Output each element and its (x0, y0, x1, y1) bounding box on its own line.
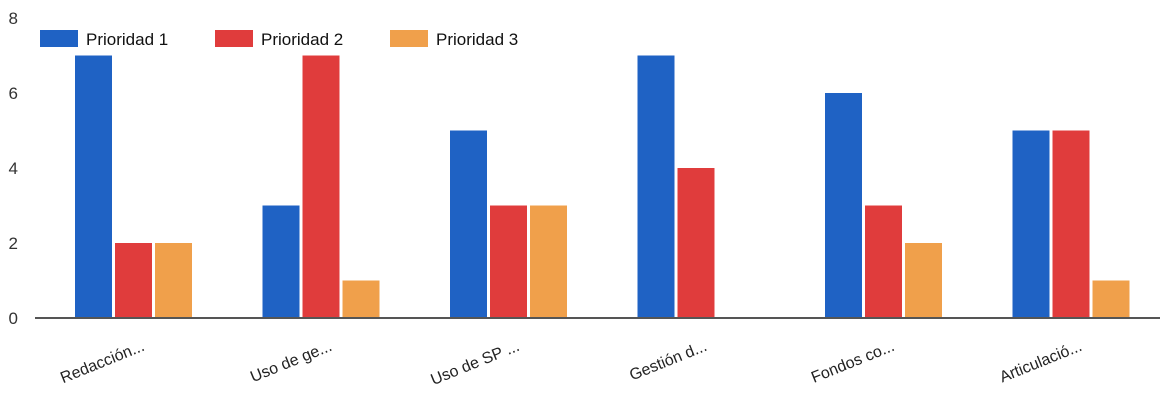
bar (155, 243, 192, 318)
x-category-label: Gestión d... (627, 338, 709, 384)
bar (1052, 130, 1090, 318)
bar (262, 205, 300, 318)
y-tick-label: 8 (9, 9, 18, 28)
bar (825, 93, 862, 318)
x-category-label: Uso de ge... (248, 338, 334, 386)
y-tick-label: 0 (9, 309, 18, 328)
x-category-label: Fondos co... (809, 338, 897, 387)
bar (302, 55, 340, 318)
bar (115, 243, 152, 318)
bar (905, 243, 942, 318)
bar (637, 55, 675, 318)
bar (490, 205, 527, 318)
bar (677, 168, 715, 318)
x-category-label: Uso de SP ... (428, 338, 522, 389)
y-tick-label: 4 (9, 159, 18, 178)
bar (530, 205, 567, 318)
bar (450, 130, 487, 318)
bar (1092, 280, 1130, 318)
bar (342, 280, 380, 318)
bar (1012, 130, 1050, 318)
legend-label: Prioridad 3 (436, 30, 518, 49)
x-category-label: Articulació... (997, 338, 1084, 386)
legend-swatch (215, 30, 253, 47)
bar (865, 205, 902, 318)
bar (75, 55, 112, 318)
legend-label: Prioridad 1 (86, 30, 168, 49)
legend-label: Prioridad 2 (261, 30, 343, 49)
x-category-label: Redacción... (58, 338, 147, 387)
y-tick-label: 2 (9, 234, 18, 253)
legend-swatch (390, 30, 428, 47)
legend-swatch (40, 30, 78, 47)
y-tick-label: 6 (9, 84, 18, 103)
